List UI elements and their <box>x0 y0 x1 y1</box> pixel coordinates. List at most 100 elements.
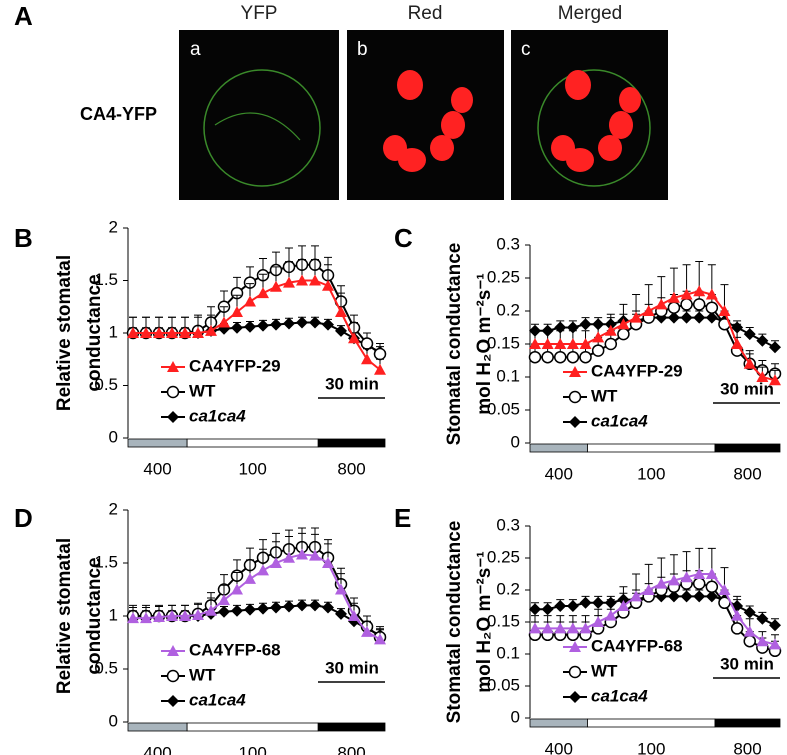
y-tick-label: 1 <box>109 605 118 624</box>
legend-marker <box>569 366 581 377</box>
legend-marker <box>166 385 180 399</box>
light-label: 400 <box>545 464 573 483</box>
marker <box>743 625 756 637</box>
marker <box>630 311 643 323</box>
light-label: 100 <box>637 739 665 755</box>
marker <box>257 287 269 299</box>
marker <box>642 305 655 316</box>
marker <box>205 324 217 336</box>
marker <box>680 298 693 311</box>
y-tick-label: 0.3 <box>496 234 520 253</box>
marker <box>592 596 605 609</box>
image-yfp <box>179 30 339 200</box>
panel-letter: A <box>14 1 33 31</box>
marker <box>743 328 756 341</box>
y-axis-label: conductance <box>84 557 105 674</box>
marker <box>743 606 756 619</box>
marker <box>231 583 243 595</box>
y-tick-label: 0.05 <box>487 675 520 694</box>
y-axis-label: Relative stomatal <box>54 255 75 411</box>
y-tick-label: 0.1 <box>496 643 520 662</box>
marker <box>604 609 617 621</box>
light-bar <box>186 722 319 732</box>
y-tick-label: 0.2 <box>496 579 520 598</box>
y-tick-label: 0.3 <box>496 515 520 534</box>
marker <box>642 584 655 595</box>
y-axis-label: mol H₂O m⁻²s⁻¹ <box>474 273 495 414</box>
y-tick-label: 0.05 <box>487 399 520 418</box>
marker <box>566 622 579 634</box>
legend-label: WT <box>189 665 216 684</box>
marker <box>541 338 554 349</box>
marker <box>283 551 295 563</box>
light-bar <box>587 443 716 453</box>
marker <box>179 327 191 338</box>
marker <box>283 317 295 330</box>
marker <box>257 602 269 615</box>
light-label: 800 <box>733 739 761 755</box>
panel-letter: D <box>14 503 33 533</box>
marker <box>692 298 706 311</box>
marker <box>731 338 744 349</box>
marker <box>309 549 321 561</box>
y-tick-label: 0 <box>511 432 520 451</box>
marker <box>655 577 668 589</box>
marker <box>309 274 321 286</box>
legend-label: WT <box>591 386 618 405</box>
light-label: 400 <box>143 743 171 755</box>
marker <box>604 337 618 351</box>
marker <box>348 610 360 621</box>
marker <box>705 301 719 314</box>
panel-letter: C <box>394 223 413 253</box>
marker <box>756 635 769 647</box>
marker <box>566 338 579 349</box>
y-tick-label: 0.5 <box>94 658 118 677</box>
scale-bar-label: 30 min <box>325 658 379 677</box>
marker <box>769 374 781 386</box>
marker <box>270 601 282 614</box>
y-tick-label: 0.25 <box>487 547 520 566</box>
marker <box>554 622 567 634</box>
light-label: 400 <box>545 739 573 755</box>
marker <box>140 612 152 624</box>
marker <box>153 327 165 338</box>
light-label: 100 <box>637 464 665 483</box>
marker <box>630 590 643 602</box>
marker <box>541 603 554 616</box>
marker <box>579 318 592 331</box>
marker <box>309 599 321 612</box>
y-axis-label: mol H₂O m⁻²s⁻¹ <box>474 551 495 692</box>
marker <box>680 311 693 324</box>
scale-bar-label: 30 min <box>720 379 774 398</box>
channel-label: YFP <box>241 3 278 24</box>
legend-marker <box>166 669 180 683</box>
marker <box>756 612 769 625</box>
marker <box>592 331 605 343</box>
marker <box>348 332 360 344</box>
marker <box>335 607 347 620</box>
legend-label: CA4YFP-29 <box>189 356 281 375</box>
marker <box>322 279 334 291</box>
marker <box>541 622 554 634</box>
image-merged <box>511 30 668 200</box>
light-bar <box>127 722 188 732</box>
light-bar <box>714 718 781 728</box>
series-line <box>133 263 381 355</box>
light-bar <box>587 718 716 728</box>
marker <box>529 603 541 616</box>
light-bar <box>186 438 319 448</box>
marker <box>335 324 347 337</box>
y-tick-label: 1.5 <box>94 552 118 571</box>
marker <box>554 338 567 349</box>
legend-label: WT <box>189 381 216 400</box>
y-tick-label: 0.5 <box>94 375 118 394</box>
light-bar <box>714 443 781 453</box>
series-line <box>133 553 381 641</box>
marker <box>705 311 718 324</box>
panel-letter: E <box>394 503 411 533</box>
series-line <box>535 595 776 627</box>
marker <box>680 571 693 583</box>
subpanel-label: b <box>357 39 368 60</box>
marker <box>192 608 204 620</box>
marker <box>769 619 781 632</box>
